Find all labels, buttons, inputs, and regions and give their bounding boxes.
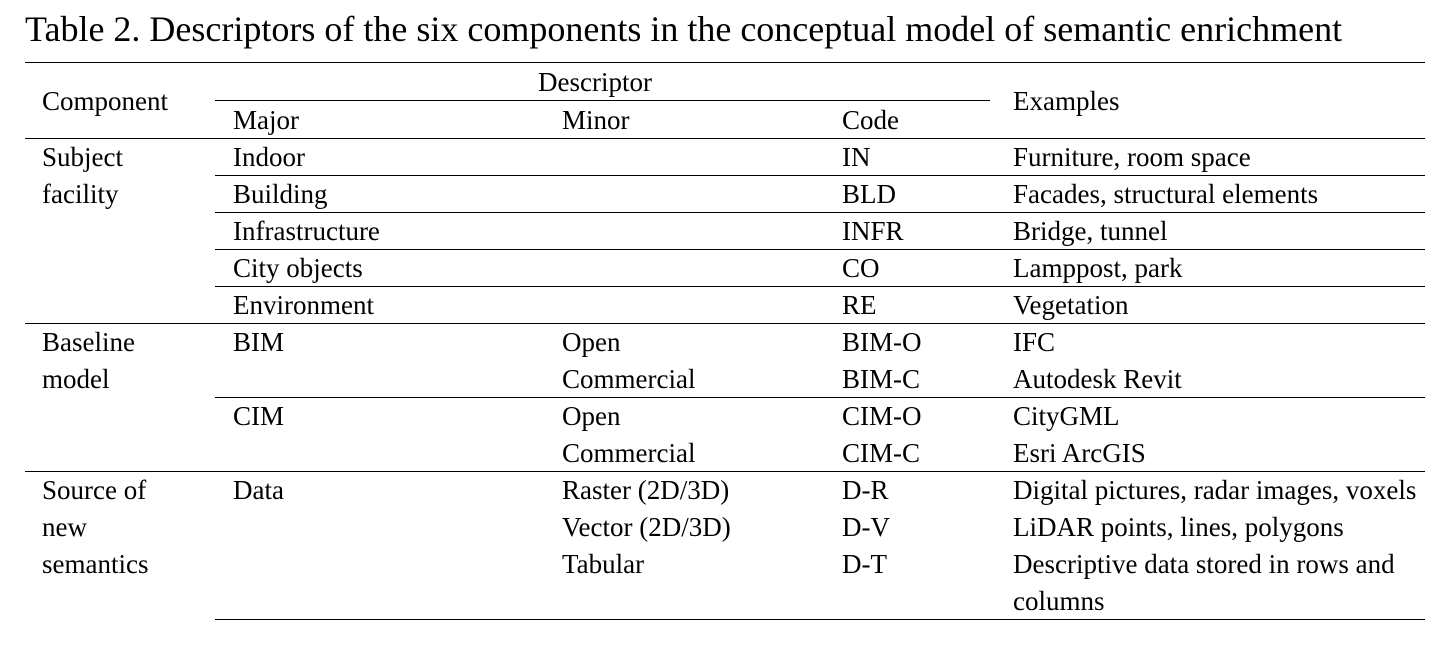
table-cell: Descriptive data stored in rows and colu…	[1013, 549, 1395, 616]
row-rule	[215, 286, 1425, 287]
header-cell: Major	[233, 105, 299, 135]
table-cell: Source of new semantics	[42, 475, 149, 579]
table-cell: Facades, structural elements	[1013, 179, 1319, 209]
header-cell: Minor	[562, 105, 630, 135]
table-cell: D-R	[842, 475, 889, 505]
header-cell: Examples	[1013, 86, 1120, 116]
table-cell: Digital pictures, radar images, voxels	[1013, 475, 1417, 505]
row-rule	[215, 212, 1425, 213]
table-cell: D-T	[842, 549, 887, 579]
table-cell: Autodesk Revit	[1013, 364, 1182, 394]
header-bottom-rule	[25, 138, 1425, 139]
row-rule	[215, 619, 1425, 620]
table-cell: CityGML	[1013, 401, 1120, 431]
table-cell: BIM-C	[842, 364, 921, 394]
row-rule	[215, 175, 1425, 176]
top-rule	[25, 62, 1425, 63]
header-cell: Code	[842, 105, 899, 135]
row-rule	[215, 249, 1425, 250]
table-cell: Environment	[233, 290, 374, 320]
table-cell: Baseline model	[42, 327, 135, 394]
row-rule	[25, 471, 1425, 472]
table-cell: Indoor	[233, 142, 305, 172]
table-cell: BLD	[842, 179, 896, 209]
header-cell: Component	[42, 86, 168, 116]
table-cell: Esri ArcGIS	[1013, 438, 1146, 468]
table-cell: IFC	[1013, 327, 1056, 357]
table-cell: Raster (2D/3D)	[562, 475, 730, 505]
table-cell: Open	[562, 327, 621, 357]
table-cell: BIM-O	[842, 327, 922, 357]
table-cell: Data	[233, 475, 284, 505]
header-rule	[215, 100, 990, 101]
table-cell: INFR	[842, 216, 904, 246]
table-cell: CO	[842, 253, 880, 283]
row-rule	[25, 323, 1425, 324]
table-cell: Vegetation	[1013, 290, 1129, 320]
header-cell: Descriptor	[538, 67, 652, 97]
table-cell: CIM-C	[842, 438, 921, 468]
table-title: Table 2. Descriptors of the six componen…	[25, 9, 1343, 49]
table-cell: CIM	[233, 401, 285, 431]
table-cell: Open	[562, 401, 621, 431]
table-cell: Building	[233, 179, 328, 209]
table-cell: Commercial	[562, 438, 696, 468]
table-cell: Tabular	[562, 549, 645, 579]
table-cell: RE	[842, 290, 877, 320]
table-cell: CIM-O	[842, 401, 922, 431]
table-cell: Bridge, tunnel	[1013, 216, 1168, 246]
table-cell: City objects	[233, 253, 363, 283]
table-cell: BIM	[233, 327, 285, 357]
table-cell: Infrastructure	[233, 216, 380, 246]
table-cell: IN	[842, 142, 871, 172]
table-cell: Commercial	[562, 364, 696, 394]
row-rule	[215, 397, 1425, 398]
table-cell: D-V	[842, 512, 890, 542]
table-cell: Subject facility	[42, 142, 123, 209]
table-cell: Lamppost, park	[1013, 253, 1183, 283]
table-cell: Vector (2D/3D)	[562, 512, 731, 542]
table-cell: LiDAR points, lines, polygons	[1013, 512, 1344, 542]
table-cell: Furniture, room space	[1013, 142, 1251, 172]
